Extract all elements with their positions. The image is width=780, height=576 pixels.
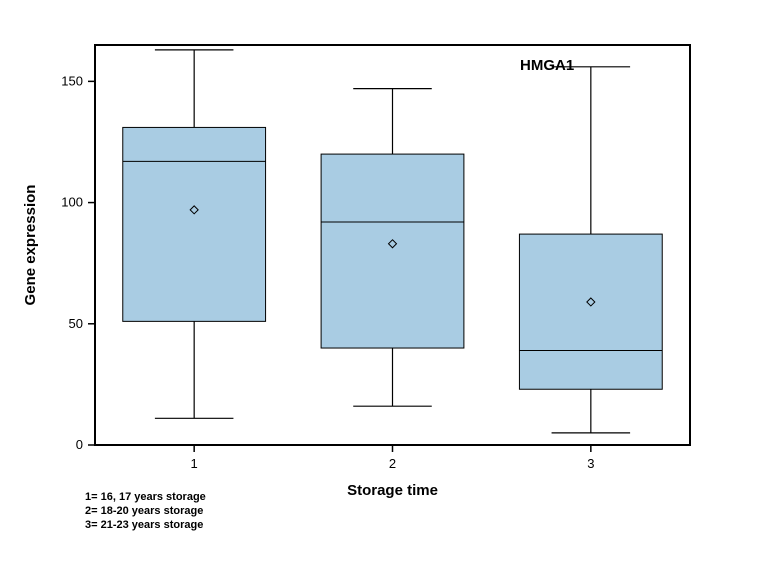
chart-title: HMGA1 (520, 57, 574, 74)
x-tick-label: 1 (191, 456, 198, 471)
legend-line: 1= 16, 17 years storage (85, 491, 206, 503)
y-axis-label: Gene expression (22, 185, 39, 306)
y-tick-label: 0 (76, 437, 83, 452)
x-axis-label: Storage time (347, 482, 438, 499)
legend-line: 3= 21-23 years storage (85, 519, 203, 531)
x-tick-label: 3 (587, 456, 594, 471)
y-tick-label: 100 (61, 195, 83, 210)
box (123, 127, 266, 321)
x-tick-label: 2 (389, 456, 396, 471)
boxplot-chart: 0 50 100 150 1 2 3 HMGA1 Gene expression Storage … (0, 0, 780, 576)
box (321, 154, 464, 348)
y-tick-label: 150 (61, 73, 83, 88)
y-tick-label: 50 (69, 316, 83, 331)
legend-line: 2= 18-20 years storage (85, 505, 203, 517)
box (519, 234, 662, 389)
